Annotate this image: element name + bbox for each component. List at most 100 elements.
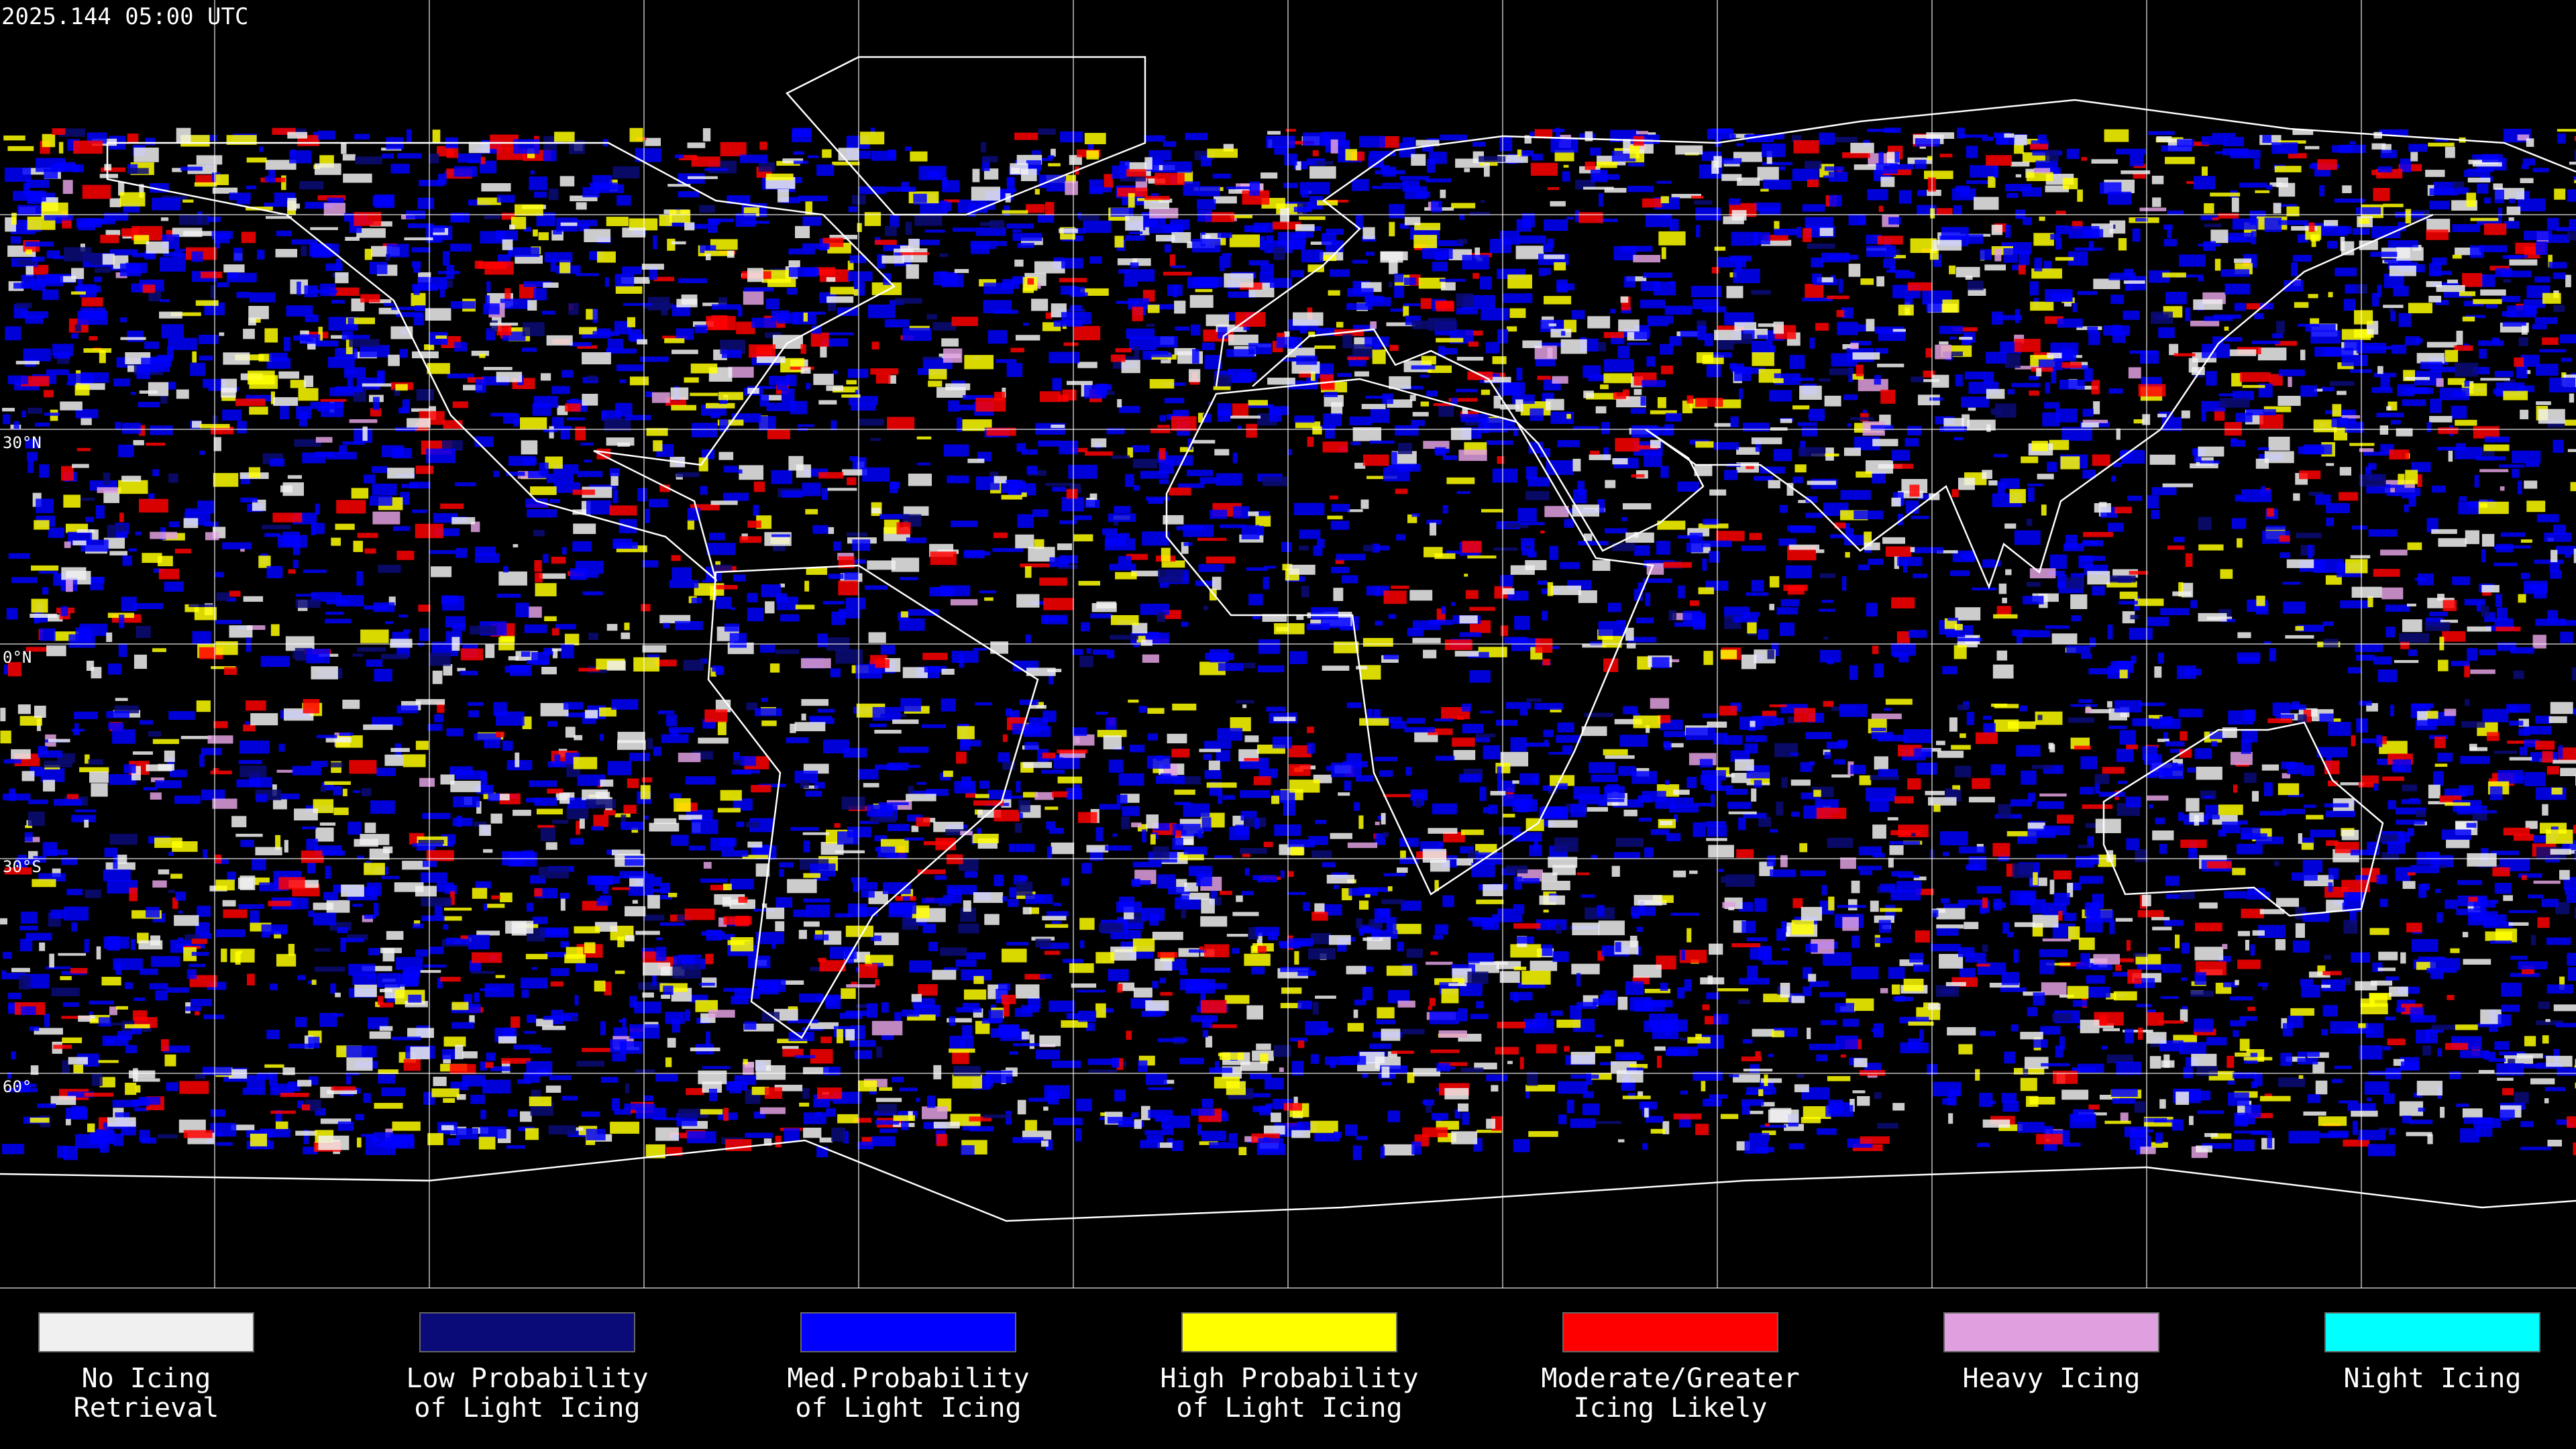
icing-pixel: [1496, 720, 1518, 726]
icing-pixel: [52, 128, 66, 136]
icing-pixel: [1970, 165, 1998, 178]
icing-pixel: [1169, 487, 1191, 496]
icing-pixel: [480, 231, 506, 244]
icing-pixel: [2087, 326, 2098, 333]
icing-pixel: [581, 1111, 600, 1117]
icing-pixel: [576, 820, 580, 835]
icing-pixel: [1889, 266, 1896, 273]
icing-pixel: [2229, 996, 2253, 1001]
icing-pixel: [2300, 350, 2306, 360]
icing-pixel: [355, 156, 382, 165]
icing-pixel: [1133, 642, 1140, 647]
icing-pixel: [1929, 397, 1943, 401]
icing-pixel: [1918, 494, 1931, 500]
icing-pixel: [2455, 362, 2479, 377]
icing-pixel: [270, 458, 285, 467]
icing-pixel: [1018, 812, 1023, 818]
icing-pixel: [1998, 583, 2007, 594]
icing-pixel: [1084, 500, 1099, 508]
icing-pixel: [1310, 932, 1332, 945]
icing-pixel: [398, 614, 408, 618]
icing-pixel: [2559, 334, 2576, 343]
icing-pixel: [2220, 269, 2250, 277]
icing-pixel: [2313, 559, 2345, 574]
icing-pixel: [1773, 133, 1784, 140]
icing-pixel: [371, 466, 387, 474]
icing-pixel: [1110, 635, 1138, 640]
icing-pixel: [315, 503, 320, 515]
icing-pixel: [2452, 224, 2480, 232]
icing-pixel: [2172, 759, 2184, 766]
icing-pixel: [1613, 852, 1640, 859]
icing-pixel: [1714, 423, 1731, 427]
icing-pixel: [1352, 344, 1374, 359]
icing-pixel: [237, 421, 247, 434]
icing-pixel: [2462, 932, 2469, 938]
icing-pixel: [1550, 138, 1578, 153]
icing-pixel: [582, 1048, 611, 1053]
icing-pixel: [883, 519, 900, 534]
icing-pixel: [2481, 585, 2500, 593]
icing-pixel: [158, 568, 180, 580]
icing-pixel: [2377, 284, 2382, 297]
icing-pixel: [1126, 328, 1155, 339]
icing-pixel: [2479, 348, 2487, 359]
icing-pixel: [184, 508, 198, 515]
icing-pixel: [2339, 492, 2359, 501]
icing-pixel: [2470, 669, 2496, 674]
icing-pixel: [535, 572, 543, 583]
icing-pixel: [1310, 241, 1332, 245]
icing-pixel: [2047, 462, 2057, 472]
icing-pixel: [1597, 218, 1618, 223]
icing-pixel: [417, 276, 447, 289]
icing-pixel: [1246, 404, 1274, 409]
icing-pixel: [1197, 209, 1212, 222]
icing-pixel: [1467, 555, 1497, 559]
icing-pixel: [172, 897, 178, 909]
icing-pixel: [549, 498, 560, 503]
icing-pixel: [1770, 345, 1776, 353]
icing-pixel: [2012, 264, 2021, 270]
icing-pixel: [1633, 588, 1643, 601]
icing-pixel: [170, 769, 187, 777]
icing-pixel: [2408, 144, 2427, 152]
icing-pixel: [501, 1058, 531, 1064]
icing-pixel: [823, 739, 849, 754]
icing-pixel: [2496, 543, 2514, 553]
icing-pixel: [2371, 143, 2386, 150]
icing-pixel: [248, 467, 261, 478]
icing-pixel: [97, 487, 121, 493]
icing-pixel: [2567, 189, 2576, 202]
icing-pixel: [2325, 575, 2342, 585]
icing-pixel: [1353, 1009, 1358, 1018]
icing-pixel: [1536, 1044, 1557, 1054]
icing-pixel: [1021, 492, 1027, 497]
icing-pixel: [1051, 148, 1056, 157]
icing-pixel: [148, 290, 162, 302]
icing-pixel: [523, 281, 551, 287]
icing-pixel: [1595, 1034, 1603, 1038]
icing-pixel: [2398, 633, 2430, 643]
icing-pixel: [2331, 417, 2349, 427]
icing-pixel: [910, 151, 928, 162]
icing-pixel: [1497, 456, 1505, 464]
icing-pixel: [56, 1145, 68, 1159]
icing-pixel: [1689, 600, 1699, 606]
icing-pixel: [442, 440, 463, 451]
icing-pixel: [2266, 184, 2273, 190]
icing-pixel: [1118, 269, 1130, 274]
icing-pixel: [1370, 321, 1377, 329]
icing-pixel: [2436, 285, 2465, 292]
icing-pixel: [1412, 412, 1429, 417]
icing-pixel: [2573, 1142, 2576, 1155]
icing-pixel: [382, 153, 394, 159]
icing-pixel: [2532, 168, 2549, 172]
icing-pixel: [1661, 247, 1666, 260]
icing-pixel: [1856, 471, 1872, 478]
icing-pixel: [1517, 982, 1546, 989]
icing-pixel: [885, 225, 897, 237]
icing-pixel: [399, 349, 408, 358]
icing-pixel: [355, 1114, 365, 1120]
icing-pixel: [761, 394, 782, 400]
icing-pixel: [127, 133, 139, 144]
